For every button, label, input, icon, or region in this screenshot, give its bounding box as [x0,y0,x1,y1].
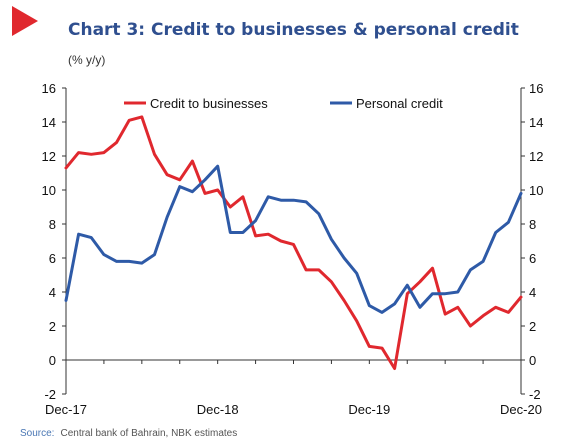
source-text: Central bank of Bahrain, NBK estimates [60,428,238,439]
y-tick-label: -2 [44,387,56,402]
source-label: Source: [20,428,55,439]
chart-legend: Credit to businesses Personal credit [124,96,443,111]
series-line-credit-to-businesses [64,115,523,370]
y-tick-label-right: 16 [529,81,543,96]
x-tick-label: Dec-20 [500,402,542,417]
y-tick-label-right: 12 [529,149,543,164]
y-tick-label-right: 4 [529,285,536,300]
source-note: Source: Central bank of Bahrain, NBK esti… [20,428,237,439]
y-tick-label: 12 [42,149,56,164]
chart-title: Chart 3: Credit to businesses & personal… [68,20,519,40]
chart-subtitle: (% y/y) [68,53,106,67]
y-tick-label: 14 [42,115,56,130]
y-tick-label: 16 [42,81,56,96]
x-tick-label: Dec-18 [197,402,239,417]
legend-label-personal-credit: Personal credit [356,96,443,111]
y-tick-label-right: 0 [529,353,536,368]
series-line-personal-credit [64,164,523,314]
legend-label-credit-to-businesses: Credit to businesses [150,96,268,111]
y-tick-label-right: 6 [529,251,536,266]
y-tick-label-right: 2 [529,319,536,334]
y-tick-label: 6 [49,251,56,266]
x-tick-label: Dec-19 [348,402,390,417]
y-tick-label-right: 14 [529,115,543,130]
y-tick-label: 8 [49,217,56,232]
chart-axes: -2 -2 0 0 2 2 4 4 6 6 8 8 10 10 12 12 14 14 16 16 Dec-17 Dec-… [42,81,544,417]
y-tick-label-right: 10 [529,183,543,198]
y-tick-label: 2 [49,319,56,334]
title-marker-icon [12,6,38,36]
y-tick-label-right: -2 [529,387,541,402]
x-tick-label: Dec-17 [45,402,87,417]
y-tick-label: 10 [42,183,56,198]
y-tick-label: 0 [49,353,56,368]
chart-lines [64,115,523,370]
y-tick-label-right: 8 [529,217,536,232]
y-tick-label: 4 [49,285,56,300]
